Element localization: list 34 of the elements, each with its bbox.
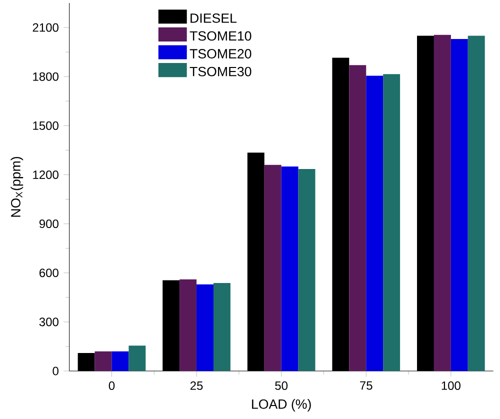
bar [264,164,282,371]
y-tick-label: 600 [40,268,58,278]
bar [281,166,298,371]
x-tick-label: 100 [442,381,460,390]
x-tick-label: 50 [275,381,288,390]
legend-label: TSOME10 [190,31,252,41]
y-tick-label: 1200 [33,170,58,179]
bar [349,65,366,371]
bar [213,283,230,371]
x-tick-label: 0 [108,381,115,390]
x-tick-label: 75 [360,381,372,390]
x-axis-title: LOAD (%) [252,399,311,412]
bar [434,34,451,371]
bar [128,346,146,371]
bar [94,351,112,371]
bar [112,351,129,371]
bar [298,169,316,371]
bar [180,279,197,371]
y-tick-label: 900 [39,220,58,228]
bar [366,76,384,371]
legend-label: DIESEL [190,13,237,23]
y-tick-label: 1800 [33,72,58,81]
y-tick-label: 2100 [32,23,58,32]
bar [196,284,214,371]
y-tick-label: 300 [39,318,58,326]
legend-label: TSOME20 [190,49,252,58]
x-tick-label: 25 [190,381,203,390]
y-tick-label: 1500 [33,121,58,130]
y-axis-title: NO$_{X}$(ppm) [10,156,24,217]
bar [383,74,400,371]
legend-label: TSOME30 [190,66,252,76]
bar [468,36,485,371]
y-tick-label: 0 [52,366,58,376]
bar [450,38,468,371]
